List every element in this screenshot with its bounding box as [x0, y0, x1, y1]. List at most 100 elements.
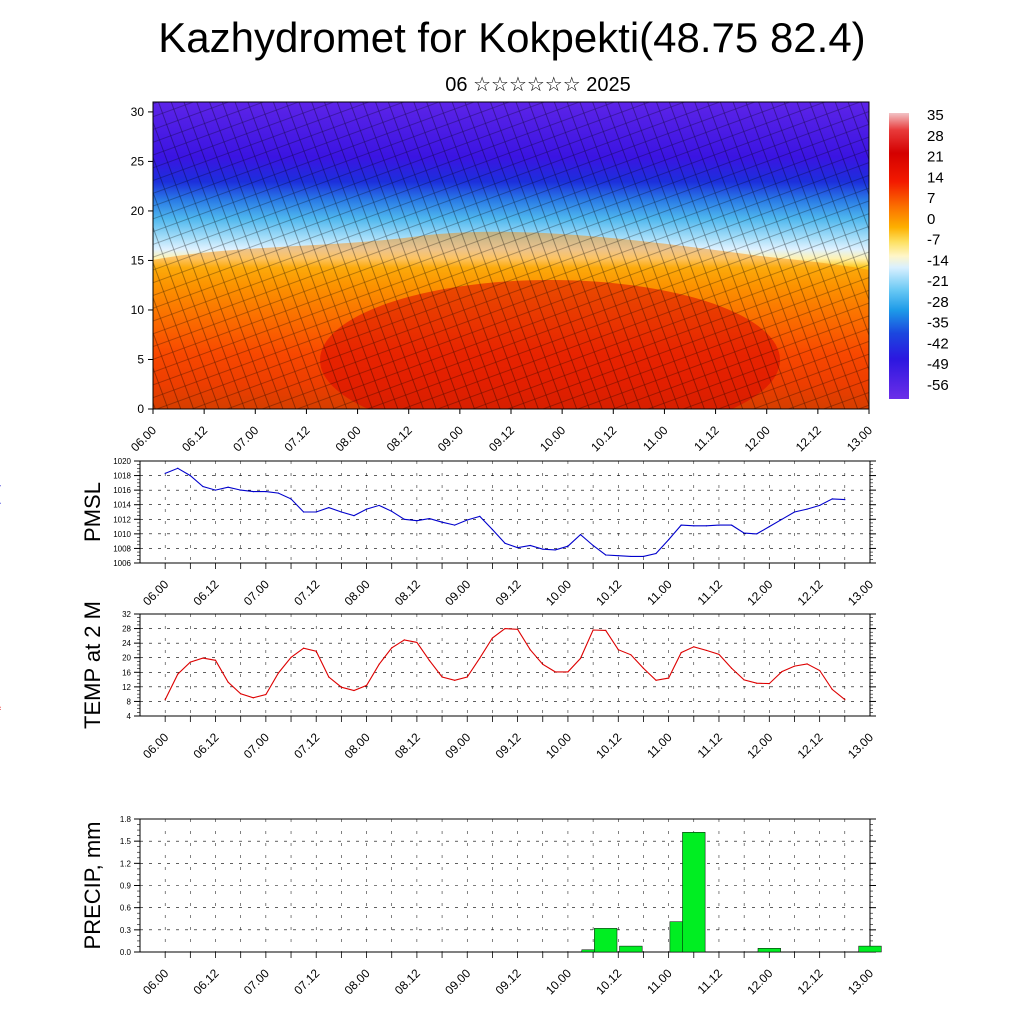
data-point [227, 486, 229, 488]
y-tick-label: 1008 [113, 544, 131, 553]
x-tick-label: 07.00 [241, 966, 272, 997]
data-point [0, 502, 1, 504]
data-point [189, 474, 191, 477]
data-point [579, 657, 582, 660]
data-point [365, 684, 368, 687]
x-tick-label: 11.00 [644, 966, 675, 997]
colorbar-ramp [889, 113, 909, 399]
data-point [831, 688, 833, 691]
x-tick-label: 07.12 [291, 730, 322, 761]
data-point [416, 520, 418, 522]
data-point [290, 656, 292, 658]
data-point [403, 518, 405, 520]
y-tick-label: 1006 [113, 559, 131, 568]
y-tick-label: 12 [122, 683, 131, 692]
data-point [542, 663, 544, 665]
data-point [743, 679, 745, 681]
data-point [793, 511, 796, 513]
colorbar-label: -7 [927, 232, 940, 249]
data-point [479, 657, 481, 659]
data-point [781, 670, 783, 673]
data-point [441, 521, 443, 523]
data-point [252, 491, 254, 493]
data-point [290, 498, 292, 500]
data-point [680, 652, 682, 654]
colorbar-label: -28 [927, 294, 949, 311]
data-point [0, 708, 1, 711]
precip-bar [594, 928, 618, 953]
data-point [189, 661, 191, 663]
data-point [529, 649, 531, 651]
colorbar-label: -14 [927, 252, 949, 269]
precip-bar [858, 945, 882, 953]
colorbar-label: 35 [927, 107, 944, 124]
data-point [277, 492, 280, 494]
data-point [164, 699, 166, 701]
data-point [378, 504, 380, 507]
data-point [806, 508, 808, 510]
data-point [605, 554, 607, 556]
data-point [202, 657, 204, 659]
y-tick-label: 8 [127, 697, 132, 706]
x-tick-label: 10.00 [543, 730, 574, 761]
x-tick-label: 08.00 [342, 966, 373, 997]
data-point [340, 511, 342, 513]
data-point [579, 533, 582, 536]
x-tick-label: 10.00 [543, 577, 574, 608]
colorbar: 35 28 21 14 7 0 -7 -14 -21 -28 -35 -42 -49 -56 [889, 107, 949, 399]
y-tick-label: 1012 [113, 515, 131, 524]
y-tick-label: 24 [122, 639, 131, 648]
x-tick-label: 06.00 [140, 577, 171, 608]
data-point [227, 681, 229, 683]
data-point [164, 472, 166, 474]
chart-title: Kazhydromet for Kokpekti(48.75 82.4) [158, 14, 866, 61]
data-point [605, 629, 607, 631]
colorbar-labels: 35 28 21 14 7 0 -7 -14 -21 -28 -35 -42 -49 -56 [927, 107, 949, 394]
y-tick-label: 1010 [113, 530, 131, 539]
x-tick-label: 11.00 [644, 577, 675, 608]
x-tick-label: 12.00 [744, 577, 775, 608]
data-point [542, 548, 544, 550]
x-tick-label: 07.00 [241, 730, 272, 761]
data-point [466, 519, 468, 521]
y-tick-label: 1.8 [120, 815, 132, 824]
y-tick-label: 20 [131, 204, 145, 218]
data-point [265, 693, 267, 696]
panel-frame [139, 460, 871, 564]
y-tick-label: 25 [131, 154, 145, 168]
data-point [793, 665, 796, 667]
temp-panel: 4 8 12 16 20 24 28 32 06.00 06.12 07.00 07.12 08.00 0… [0, 601, 876, 761]
panel-frame [139, 613, 871, 717]
data-point [554, 549, 556, 551]
x-tick-label: 12.12 [793, 423, 824, 454]
y-tick-label: 1020 [113, 457, 131, 466]
x-tick-label: 06.00 [128, 423, 159, 454]
x-tick-label: 08.12 [392, 577, 423, 608]
pmsl-panel: 1006 1008 1010 1012 1014 1016 1018 1020 06.00 06.… [0, 457, 876, 608]
data-point [466, 676, 468, 678]
precip-panel: 0.0 0.3 0.6 0.9 1.2 1.5 1.8 06.00 06.12 07.00 07.1… [80, 815, 882, 997]
y-tick-label: 5 [137, 352, 144, 366]
data-point [642, 555, 645, 558]
x-tick-label: 13.00 [845, 730, 876, 761]
data-point [592, 629, 594, 631]
data-point [428, 517, 431, 520]
colorbar-label: 28 [927, 128, 944, 145]
data-point [0, 706, 1, 708]
temperature-heatmap: 0 5 10 15 20 25 30 06.00 06.12 07.00 07.12 08.00 08… [128, 101, 875, 454]
colorbar-label: -35 [927, 315, 949, 332]
x-tick-label: 12.00 [744, 730, 775, 761]
data-point [252, 697, 254, 699]
data-point [529, 544, 531, 547]
data-point [718, 653, 720, 656]
data-point [391, 510, 393, 512]
x-tick-label: 09.12 [486, 423, 517, 454]
data-point [403, 639, 405, 641]
data-point [328, 507, 330, 509]
data-point [756, 682, 758, 684]
data-point [630, 555, 632, 558]
data-point [416, 641, 418, 644]
data-point [328, 676, 330, 678]
data-point [214, 489, 217, 491]
x-tick-label: 06.12 [191, 730, 222, 761]
